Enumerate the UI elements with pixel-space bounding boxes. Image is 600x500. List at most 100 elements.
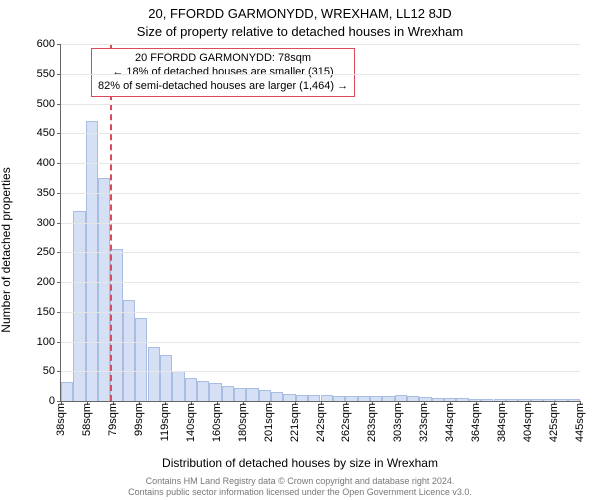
bar (494, 399, 506, 401)
bar (246, 388, 258, 401)
footer-line-2: Contains public sector information licen… (0, 487, 600, 498)
bar (123, 300, 135, 401)
bar (197, 381, 209, 401)
gridline-h (61, 223, 580, 224)
bar (333, 396, 345, 401)
ytick-label: 400 (37, 157, 55, 169)
ytick-mark (57, 342, 61, 343)
bar (568, 399, 580, 401)
gridline-h (61, 104, 580, 105)
gridline-h (61, 371, 580, 372)
ytick-label: 450 (37, 127, 55, 139)
xtick-label: 262sqm (340, 403, 352, 442)
plot-area: 20 FFORDD GARMONYDD: 78sqm ← 18% of deta… (60, 44, 580, 402)
ytick-label: 100 (37, 336, 55, 348)
bar (259, 390, 271, 401)
xtick-label: 38sqm (55, 403, 67, 436)
gridline-h (61, 44, 580, 45)
bar (481, 399, 493, 401)
bar (531, 399, 543, 401)
bar (296, 395, 308, 401)
bar (407, 396, 419, 401)
gridline-h (61, 133, 580, 134)
ytick-mark (57, 371, 61, 372)
ytick-mark (57, 104, 61, 105)
ytick-mark (57, 282, 61, 283)
bar (395, 395, 407, 401)
bar (172, 371, 184, 401)
bar (98, 178, 110, 401)
annotation-line-3: 82% of semi-detached houses are larger (… (98, 80, 348, 94)
bar (506, 399, 518, 401)
bar (321, 395, 333, 401)
ytick-label: 250 (37, 246, 55, 258)
bar (185, 378, 197, 401)
ytick-label: 550 (37, 68, 55, 80)
gridline-h (61, 252, 580, 253)
bar (222, 386, 234, 401)
bar (555, 399, 567, 401)
annotation-box: 20 FFORDD GARMONYDD: 78sqm ← 18% of deta… (91, 48, 355, 97)
xtick-label: 303sqm (392, 403, 404, 442)
ytick-label: 300 (37, 217, 55, 229)
bar (135, 318, 147, 401)
bar (469, 399, 481, 401)
xtick-label: 384sqm (496, 403, 508, 442)
ytick-label: 600 (37, 38, 55, 50)
gridline-h (61, 74, 580, 75)
bar (432, 398, 444, 401)
xtick-label: 404sqm (522, 403, 534, 442)
bar (382, 396, 394, 401)
ytick-label: 500 (37, 98, 55, 110)
ytick-label: 200 (37, 276, 55, 288)
x-axis-label: Distribution of detached houses by size … (0, 456, 600, 470)
gridline-h (61, 163, 580, 164)
chart-container: 20, FFORDD GARMONYDD, WREXHAM, LL12 8JD … (0, 0, 600, 500)
page-subtitle: Size of property relative to detached ho… (0, 24, 600, 39)
annotation-line-2: ← 18% of detached houses are smaller (31… (98, 66, 348, 80)
xtick-label: 119sqm (159, 403, 171, 441)
bar (234, 388, 246, 401)
gridline-h (61, 342, 580, 343)
ytick-mark (57, 312, 61, 313)
xtick-label: 160sqm (211, 403, 223, 442)
bar (283, 394, 295, 401)
bar (160, 355, 172, 401)
footer-attribution: Contains HM Land Registry data © Crown c… (0, 476, 600, 498)
xtick-label: 425sqm (548, 403, 560, 442)
ytick-label: 50 (43, 365, 55, 377)
gridline-h (61, 193, 580, 194)
xtick-label: 283sqm (366, 403, 378, 442)
gridline-h (61, 312, 580, 313)
ytick-mark (57, 223, 61, 224)
bar (148, 347, 160, 401)
bar (271, 392, 283, 401)
xtick-label: 344sqm (444, 403, 456, 442)
bar (419, 397, 431, 401)
bar (209, 383, 221, 401)
xtick-label: 180sqm (237, 403, 249, 442)
gridline-h (61, 282, 580, 283)
xtick-label: 79sqm (107, 403, 119, 436)
xtick-label: 201sqm (263, 403, 275, 442)
footer-line-1: Contains HM Land Registry data © Crown c… (0, 476, 600, 487)
ytick-mark (57, 74, 61, 75)
xtick-label: 221sqm (289, 403, 301, 442)
bar (61, 382, 73, 401)
bar (358, 396, 370, 401)
xtick-label: 323sqm (418, 403, 430, 442)
ytick-mark (57, 163, 61, 164)
xtick-label: 242sqm (315, 403, 327, 442)
bar (308, 395, 320, 401)
xtick-label: 99sqm (133, 403, 145, 436)
ytick-mark (57, 193, 61, 194)
bar (456, 398, 468, 401)
ytick-label: 350 (37, 187, 55, 199)
annotation-line-1: 20 FFORDD GARMONYDD: 78sqm (98, 52, 348, 66)
page-title: 20, FFORDD GARMONYDD, WREXHAM, LL12 8JD (0, 6, 600, 21)
ytick-mark (57, 252, 61, 253)
xtick-label: 445sqm (574, 403, 586, 442)
ytick-label: 150 (37, 306, 55, 318)
y-axis-label: Number of detached properties (0, 167, 13, 332)
bar (73, 211, 85, 401)
